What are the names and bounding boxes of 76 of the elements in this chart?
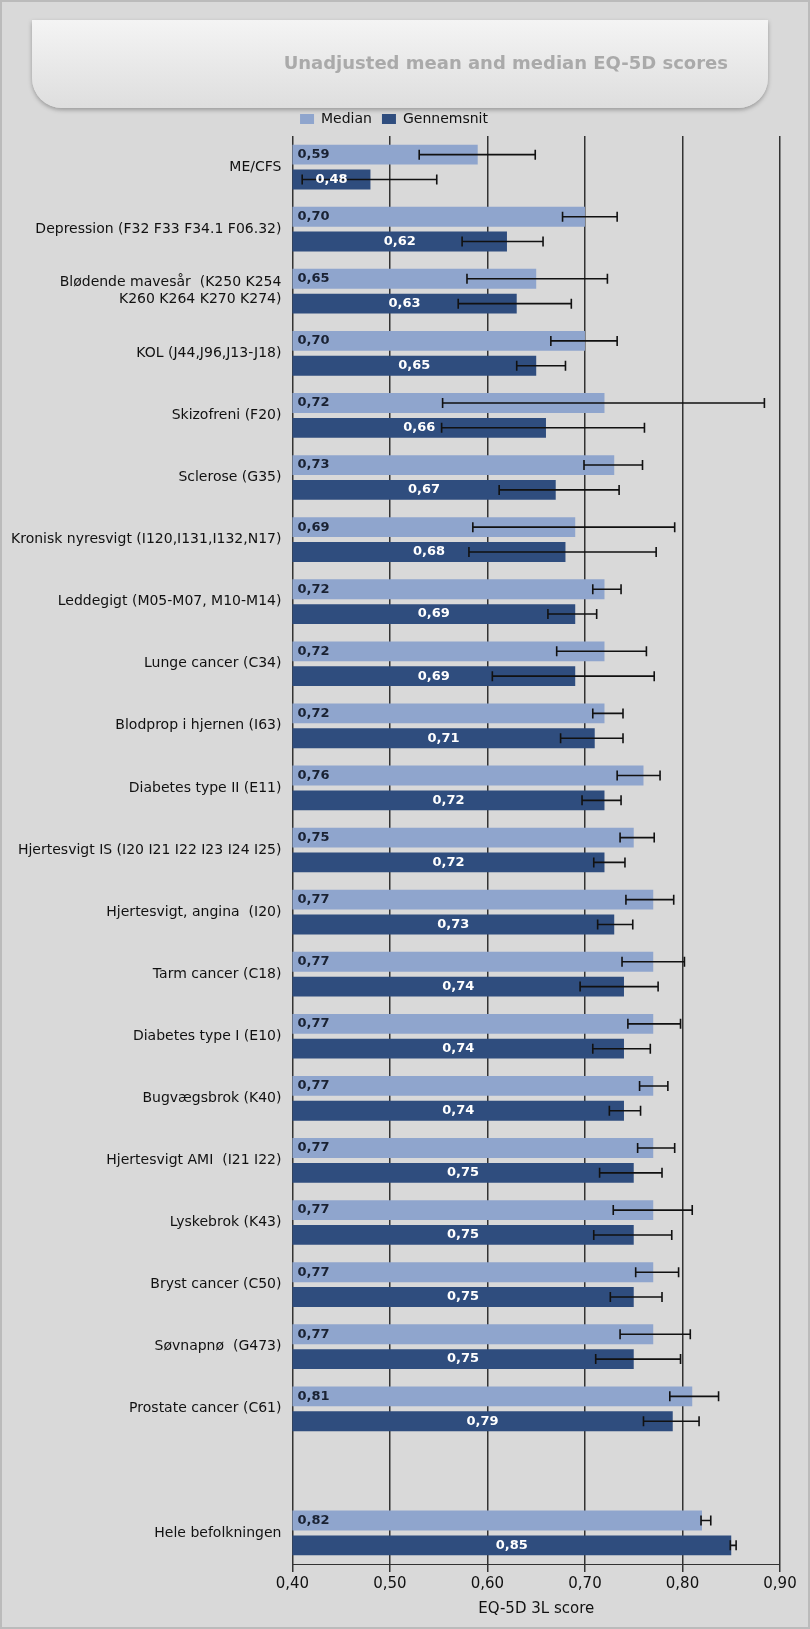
x-tick-label: 0,60 — [470, 1573, 505, 1592]
y-tick-label: Lyskebrok (K43) — [169, 1213, 282, 1230]
y-tick-label: KOL (J44,J96,J13-J18) — [136, 343, 282, 360]
legend-label: Median — [321, 109, 372, 126]
y-tick-label: Diabetes type II (E11) — [128, 778, 282, 795]
data-label: 0,77 — [297, 1263, 330, 1279]
y-tick-label: Tarm cancer (C18) — [151, 964, 282, 981]
data-label: 0,77 — [297, 1077, 330, 1093]
data-label: 0,59 — [297, 146, 330, 161]
data-label: 0,73 — [297, 456, 330, 472]
y-tick-label: Leddegigt (M05-M07, M10-M14) — [57, 592, 282, 609]
data-label: 0,69 — [297, 518, 330, 534]
data-label: 0,70 — [297, 332, 330, 348]
y-tick-label: Hjertesvigt AMI (I21 I22) — [106, 1151, 282, 1168]
data-label: 0,70 — [297, 208, 330, 224]
data-label: 0,66 — [403, 419, 436, 435]
data-label: 0,48 — [315, 170, 348, 186]
data-label: 0,82 — [297, 1511, 330, 1527]
y-tick-label: Depression (F32 F33 F34.1 F06.32) — [35, 219, 282, 236]
data-label: 0,72 — [432, 853, 465, 869]
data-label: 0,73 — [437, 915, 470, 931]
y-tick-label: Lunge cancer (C34) — [144, 654, 282, 671]
data-label: 0,62 — [383, 232, 416, 248]
data-label: 0,74 — [442, 1102, 475, 1118]
y-tick-label: Diabetes type I (E10) — [132, 1026, 282, 1043]
data-label: 0,85 — [495, 1536, 528, 1552]
data-label: 0,72 — [432, 791, 465, 807]
y-tick-label: Blødende mavesår (K250 K254 K260 K264 K270 K274) — [59, 273, 282, 307]
data-label: 0,67 — [408, 481, 441, 497]
y-tick-label: Søvnapnø (G473) — [154, 1337, 282, 1354]
data-label: 0,72 — [297, 580, 330, 596]
y-tick-label: ME/CFS — [229, 157, 282, 174]
data-label: 0,77 — [297, 953, 330, 969]
data-label: 0,65 — [297, 270, 330, 286]
x-tick-label: 0,80 — [665, 1573, 700, 1592]
x-tick-label: 0,40 — [275, 1573, 310, 1592]
x-axis-title: EQ-5D 3L score — [478, 1598, 595, 1617]
data-label: 0,72 — [297, 394, 330, 410]
y-tick-label: Bryst cancer (C50) — [150, 1275, 282, 1292]
data-label: 0,68 — [412, 543, 445, 559]
y-tick-label: Skizofreni (F20) — [171, 406, 282, 423]
data-label: 0,79 — [466, 1412, 499, 1428]
chart-title: Unadjusted mean and median EQ-5D scores — [283, 52, 728, 73]
data-label: 0,75 — [447, 1226, 480, 1242]
y-tick-label: Bugvægsbrok (K40) — [142, 1088, 282, 1105]
data-label: 0,77 — [297, 1015, 330, 1031]
data-label: 0,77 — [297, 1325, 330, 1341]
x-tick-label: 0,90 — [763, 1573, 797, 1592]
data-label: 0,74 — [442, 977, 475, 993]
data-label: 0,77 — [297, 1201, 330, 1217]
data-label: 0,72 — [297, 642, 330, 658]
data-label: 0,71 — [427, 729, 460, 745]
y-tick-label: Sclerose (G35) — [178, 468, 282, 485]
data-label: 0,75 — [447, 1288, 480, 1304]
y-tick-label: Prostate cancer (C61) — [129, 1399, 282, 1416]
data-label: 0,72 — [297, 704, 330, 720]
data-label: 0,76 — [297, 766, 330, 782]
x-tick-label: 0,50 — [373, 1573, 407, 1592]
data-label: 0,75 — [297, 828, 330, 844]
data-label: 0,63 — [388, 295, 421, 311]
y-tick-label: Hele befolkningen — [154, 1523, 282, 1540]
y-tick-label: Kronisk nyresvigt (I120,I131,I132,N17) — [11, 530, 282, 547]
y-tick-label: Hjertesvigt IS (I20 I21 I22 I23 I24 I25) — [17, 840, 282, 857]
data-label: 0,77 — [297, 891, 330, 907]
y-tick-label: Blodprop i hjernen (I63) — [115, 716, 282, 733]
data-label: 0,75 — [447, 1350, 480, 1366]
y-tick-label: Hjertesvigt, angina (I20) — [106, 902, 282, 919]
data-label: 0,74 — [442, 1040, 475, 1056]
x-tick-label: 0,70 — [568, 1573, 602, 1592]
data-label: 0,65 — [398, 357, 431, 373]
data-label: 0,69 — [417, 605, 450, 621]
data-label: 0,77 — [297, 1139, 330, 1155]
data-label: 0,69 — [417, 667, 450, 683]
data-label: 0,81 — [297, 1387, 330, 1403]
legend-label: Gennemsnit — [402, 109, 489, 126]
data-label: 0,75 — [447, 1164, 480, 1180]
